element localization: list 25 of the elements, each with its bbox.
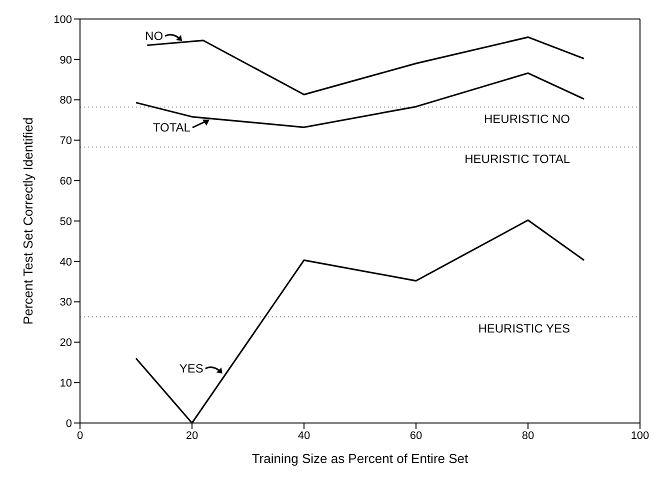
y-tick-label: 100 [54, 14, 72, 26]
y-tick-label: 40 [60, 256, 72, 268]
ref-line-label: HEURISTIC TOTAL [464, 152, 570, 166]
ref-line-label: HEURISTIC YES [478, 322, 570, 336]
y-tick-label: 60 [60, 176, 72, 188]
x-tick-label: 40 [298, 430, 310, 442]
x-tick-label: 20 [186, 430, 198, 442]
y-tick-label: 30 [60, 296, 72, 309]
y-axis-title: Percent Test Set Correctly Identified [20, 117, 36, 325]
y-tick-label: 80 [60, 94, 72, 107]
y-tick-label: 0 [66, 418, 72, 430]
x-tick-label: 0 [76, 430, 84, 442]
y-tick-label: 10 [60, 378, 72, 390]
x-tick-label: 100 [630, 430, 650, 442]
y-tick-label: 90 [60, 54, 72, 66]
x-tick-label: 60 [410, 430, 422, 442]
x-tick-label: 80 [522, 430, 534, 442]
annotation: NO [145, 29, 164, 44]
x-axis-title: Training Size as Percent of Entire Set [252, 451, 469, 466]
ref-line-label: HEURISTIC NO [484, 112, 570, 126]
y-tick-label: 70 [60, 135, 72, 148]
annotation: YES [179, 362, 204, 376]
y-tick-label: 20 [60, 337, 72, 350]
y-tick-label: 50 [60, 216, 72, 228]
annotation: TOTAL [152, 120, 191, 135]
